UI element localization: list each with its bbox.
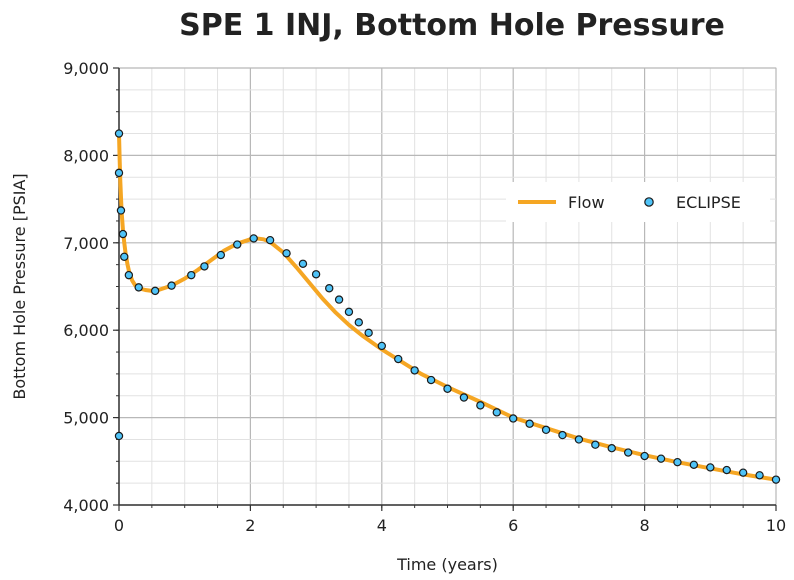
data-point-eclipse <box>656 454 666 463</box>
data-point-eclipse <box>187 270 196 280</box>
grid <box>118 67 777 506</box>
x-tick-label: 6 <box>508 516 518 535</box>
series-layer <box>114 129 781 484</box>
y-tick-label: 5,000 <box>63 409 109 428</box>
data-point-eclipse <box>325 284 334 293</box>
data-point-eclipse <box>344 307 354 317</box>
data-point-eclipse <box>394 354 403 364</box>
data-point-eclipse <box>282 249 291 258</box>
x-tick-label: 2 <box>245 516 255 535</box>
data-point-eclipse <box>114 168 124 178</box>
data-point-eclipse <box>558 430 567 440</box>
data-point-eclipse <box>410 366 419 375</box>
data-point-eclipse <box>722 465 731 475</box>
data-point-eclipse <box>150 286 160 296</box>
data-point-eclipse <box>706 463 715 472</box>
data-point-eclipse <box>124 270 134 280</box>
data-point-eclipse <box>120 252 129 261</box>
data-point-eclipse <box>114 129 124 138</box>
data-point-eclipse <box>738 468 748 477</box>
x-axis-title: Time (years) <box>396 555 498 574</box>
data-point-eclipse <box>755 471 764 480</box>
data-point-eclipse <box>334 295 344 304</box>
y-tick-label: 9,000 <box>63 59 109 78</box>
data-point-eclipse <box>541 425 551 435</box>
legend-swatch-eclipse <box>644 197 654 207</box>
data-point-eclipse <box>525 419 534 428</box>
data-point-eclipse <box>354 318 364 327</box>
data-point-eclipse <box>265 235 275 245</box>
data-point-eclipse <box>623 448 633 457</box>
data-point-eclipse <box>200 262 209 271</box>
x-tick-label: 8 <box>640 516 650 535</box>
legend: Flow ECLIPSE <box>506 182 770 222</box>
data-point-eclipse <box>771 475 781 484</box>
data-point-eclipse <box>509 414 518 423</box>
y-tick-label: 4,000 <box>63 496 109 515</box>
y-tick-label: 7,000 <box>63 234 109 253</box>
data-point-eclipse <box>114 431 124 441</box>
chart-title: SPE 1 INJ, Bottom Hole Pressure <box>179 8 725 43</box>
data-point-eclipse <box>216 250 226 260</box>
data-point-eclipse <box>233 240 242 249</box>
y-tick-label: 6,000 <box>63 321 109 340</box>
data-point-eclipse <box>673 457 682 467</box>
data-point-eclipse <box>249 234 258 243</box>
data-point-eclipse <box>689 460 699 469</box>
x-tick-label: 4 <box>377 516 387 535</box>
x-tick-label: 10 <box>766 516 786 535</box>
data-point-eclipse <box>574 435 584 444</box>
data-point-eclipse <box>607 443 616 453</box>
data-point-eclipse <box>640 451 649 461</box>
axes: 0 2 4 6 8 10 4,000 5,000 6,000 7,000 8,000 9,000 Tim… <box>10 59 786 574</box>
data-point-eclipse <box>167 281 176 290</box>
data-point-eclipse <box>492 408 501 417</box>
data-point-eclipse <box>443 384 452 393</box>
data-point-eclipse <box>364 328 373 338</box>
data-point-eclipse <box>459 393 469 402</box>
data-point-eclipse <box>476 401 485 410</box>
legend-label-flow: Flow <box>568 193 605 212</box>
data-point-eclipse <box>426 375 436 385</box>
legend-label-eclipse: ECLIPSE <box>676 193 741 212</box>
y-axis-title: Bottom Hole Pressure [PSIA] <box>10 173 29 399</box>
x-tick-label: 0 <box>114 516 124 535</box>
data-point-eclipse <box>298 259 308 268</box>
data-point-eclipse <box>134 283 143 292</box>
data-point-eclipse <box>591 440 600 449</box>
data-point-eclipse <box>311 270 321 279</box>
y-tick-label: 8,000 <box>63 146 109 165</box>
data-point-eclipse <box>118 229 128 239</box>
data-point-eclipse <box>377 341 386 351</box>
data-point-eclipse <box>116 206 126 215</box>
